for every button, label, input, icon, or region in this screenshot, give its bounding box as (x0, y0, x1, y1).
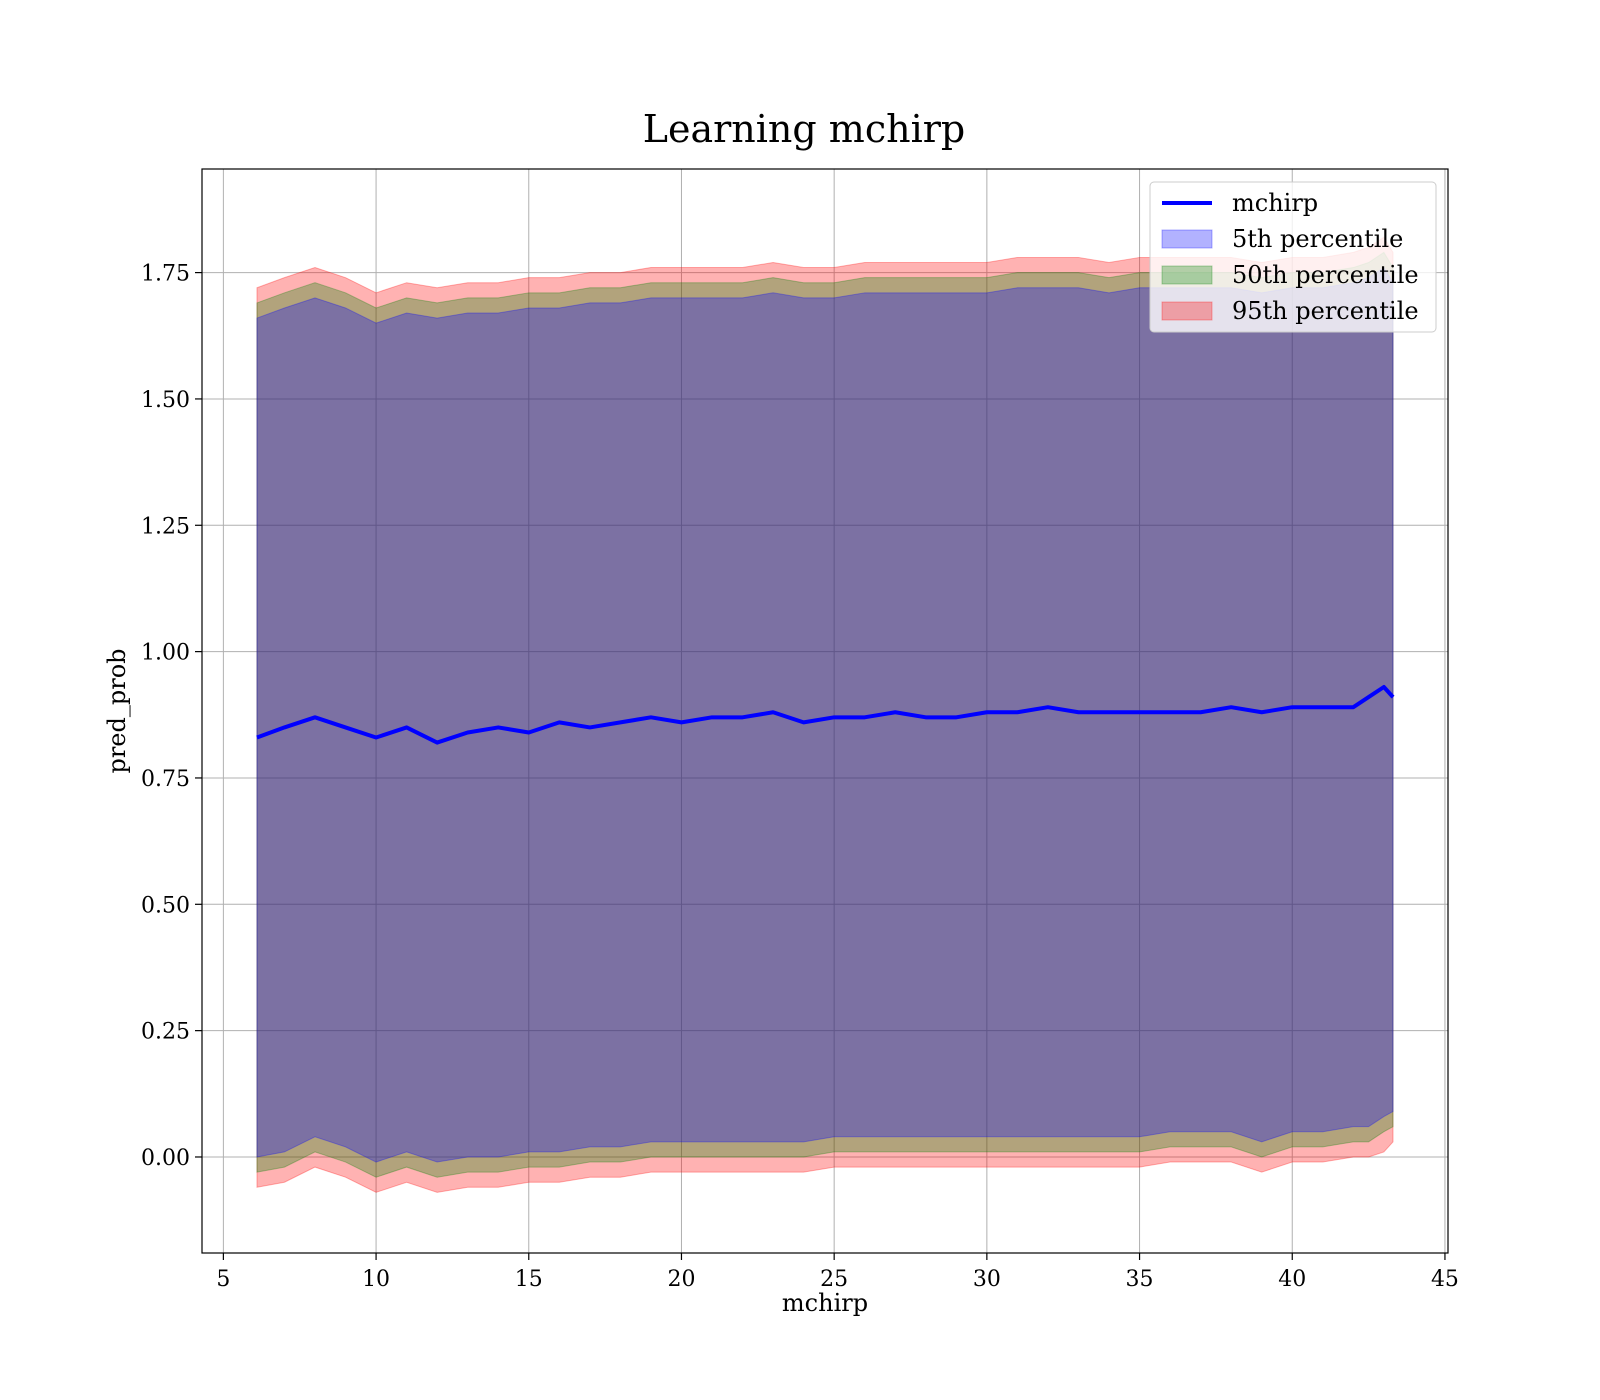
x-tick-label: 35 (1126, 1267, 1154, 1292)
legend-patch-swatch (1161, 301, 1213, 321)
x-tick-label: 45 (1431, 1267, 1459, 1292)
x-tick-label: 5 (216, 1267, 230, 1292)
y-tick-label: 1.25 (141, 514, 190, 539)
y-tick-label: 0.50 (141, 893, 190, 918)
percentile-bands (256, 236, 1394, 1193)
x-tick-label: 25 (820, 1267, 848, 1292)
legend-patch-swatch (1161, 265, 1213, 285)
x-tick-label: 10 (362, 1267, 390, 1292)
x-tick-label: 30 (973, 1267, 1001, 1292)
x-tick-label: 40 (1278, 1267, 1306, 1292)
series-line-0 (256, 684, 1395, 745)
chart-title: Learning mchirp (643, 107, 965, 151)
plot-frame (201, 168, 1449, 1254)
grid-lines (202, 169, 1448, 1253)
y-tick-label: 1.50 (141, 388, 190, 413)
legend-patch-swatch (1161, 229, 1213, 249)
x-axis-label: mchirp (782, 1289, 868, 1317)
legend-label: mchirp (1232, 189, 1318, 217)
legend-box (1149, 181, 1437, 333)
y-tick-label: 1.00 (141, 641, 190, 666)
y-tick-label: 0.25 (141, 1020, 190, 1045)
x-axis-ticks: 5 10 15 20 25 30 35 40 45 (216, 1253, 1459, 1292)
legend-label: 5th percentile (1232, 225, 1403, 253)
x-tick-label: 15 (515, 1267, 543, 1292)
y-tick-label: 0.75 (141, 767, 190, 792)
band-1 (256, 251, 1394, 1178)
band-0 (256, 236, 1394, 1193)
legend-label: 50th percentile (1232, 261, 1419, 289)
y-tick-label: 0.00 (141, 1146, 190, 1171)
y-axis-ticks: 0.00 0.25 0.50 0.75 1.00 1.25 1.50 1.75 (141, 262, 202, 1171)
y-axis-label: pred_prob (103, 648, 131, 773)
series-lines (256, 684, 1395, 745)
y-tick-label: 1.75 (141, 262, 190, 287)
legend-label: 95th percentile (1232, 297, 1419, 325)
band-2 (256, 266, 1394, 1163)
x-tick-label: 20 (667, 1267, 695, 1292)
legend: mchirp 5th percentile 50th percentile 95th … (1149, 181, 1437, 333)
